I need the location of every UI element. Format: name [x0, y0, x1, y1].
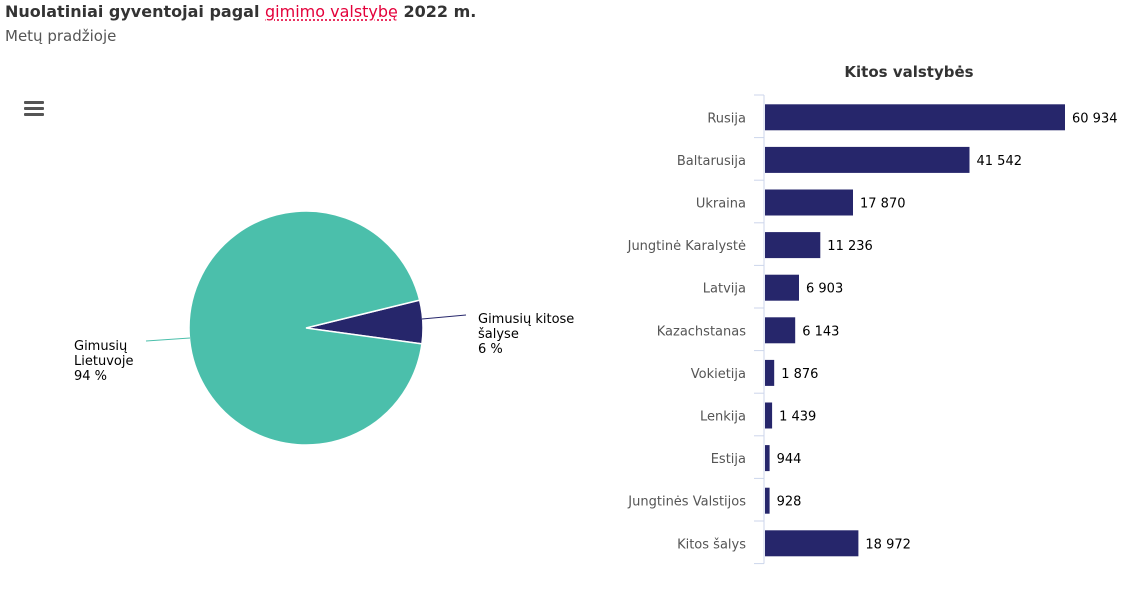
chart-subtitle: Metų pradžioje [5, 27, 117, 45]
chart-title: Nuolatiniai gyventojai pagal gimimo vals… [5, 2, 476, 21]
bar-chart-title: Kitos valstybės [844, 63, 973, 81]
pie-label-born-lithuania: Gimusių Lietuvoje 94 % [74, 339, 133, 384]
pie-slice-born-lithuania[interactable] [188, 210, 423, 446]
bar-value-label: 17 870 [860, 197, 906, 212]
pie-chart: Gimusių kitose šalyse 6 % Gimusių Lietuvoje 9… [74, 210, 574, 446]
bar-category-label: Latvija [703, 282, 746, 297]
bar-value-label: 60 934 [1072, 111, 1118, 126]
bar-value-label: 6 143 [802, 324, 839, 339]
bar-value-label: 1 876 [781, 367, 818, 382]
bar-value-label: 928 [777, 495, 802, 510]
pie-label-born-abroad: Gimusių kitose šalyse 6 % [478, 312, 574, 357]
bar[interactable] [765, 232, 821, 259]
bar[interactable] [765, 402, 773, 429]
bar[interactable] [765, 274, 799, 301]
bar-category-label: Jungtinės Valstijos [627, 495, 746, 510]
bar-value-label: 11 236 [827, 239, 873, 254]
bar-category-label: Kitos šalys [677, 537, 746, 552]
bar-value-label: 944 [777, 452, 802, 467]
bar[interactable] [765, 359, 775, 386]
bar-value-label: 6 903 [806, 282, 843, 297]
pie-label-connector [421, 314, 467, 320]
bar-value-label: 41 542 [977, 154, 1023, 169]
bar[interactable] [765, 104, 1065, 131]
title-suffix: 2022 m. [397, 2, 477, 21]
bar-category-label: Vokietija [691, 367, 746, 382]
bar-category-label: Kazachstanas [657, 324, 746, 339]
title-link[interactable]: gimimo valstybę [265, 2, 398, 21]
bar-value-label: 18 972 [865, 537, 911, 552]
bar-category-label: Ukraina [696, 197, 746, 212]
bar-category-label: Baltarusija [677, 154, 746, 169]
bar[interactable] [765, 445, 770, 472]
bar[interactable] [765, 146, 970, 173]
hamburger-menu-icon[interactable] [20, 96, 48, 122]
bar-category-label: Estija [711, 452, 746, 467]
bar-category-label: Lenkija [700, 410, 746, 425]
bar-category-label: Rusija [707, 111, 746, 126]
bar-category-label: Jungtinė Karalystė [627, 239, 746, 254]
bar[interactable] [765, 317, 796, 344]
pie-label-connector [145, 337, 191, 342]
title-prefix: Nuolatiniai gyventojai pagal [5, 2, 265, 21]
bar[interactable] [765, 530, 859, 557]
bar-value-label: 1 439 [779, 410, 816, 425]
bar[interactable] [765, 487, 770, 514]
bar[interactable] [765, 189, 853, 216]
